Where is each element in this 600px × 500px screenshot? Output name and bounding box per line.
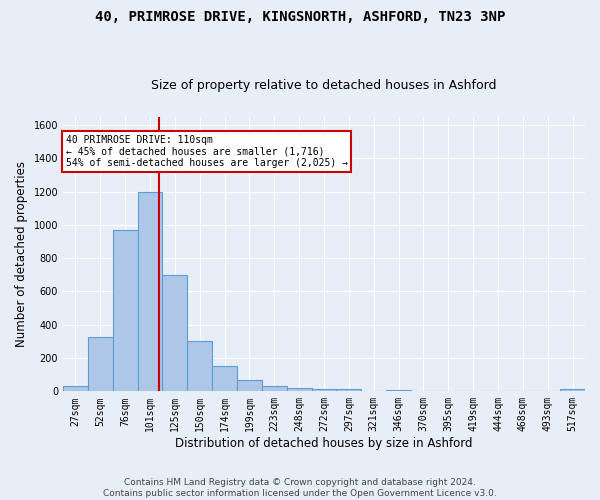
Bar xyxy=(337,389,361,392)
Title: Size of property relative to detached houses in Ashford: Size of property relative to detached ho… xyxy=(151,79,497,92)
Bar xyxy=(386,390,411,392)
Text: 40 PRIMROSE DRIVE: 110sqm
← 45% of detached houses are smaller (1,716)
54% of se: 40 PRIMROSE DRIVE: 110sqm ← 45% of detac… xyxy=(65,135,347,168)
X-axis label: Distribution of detached houses by size in Ashford: Distribution of detached houses by size … xyxy=(175,437,473,450)
Text: 40, PRIMROSE DRIVE, KINGSNORTH, ASHFORD, TN23 3NP: 40, PRIMROSE DRIVE, KINGSNORTH, ASHFORD,… xyxy=(95,10,505,24)
Bar xyxy=(311,389,337,392)
Bar xyxy=(262,386,287,392)
Bar xyxy=(237,380,262,392)
Bar xyxy=(187,340,212,392)
Bar xyxy=(287,388,311,392)
Bar xyxy=(212,366,237,392)
Text: Contains HM Land Registry data © Crown copyright and database right 2024.
Contai: Contains HM Land Registry data © Crown c… xyxy=(103,478,497,498)
Bar xyxy=(137,192,163,392)
Bar xyxy=(88,338,113,392)
Y-axis label: Number of detached properties: Number of detached properties xyxy=(15,161,28,347)
Bar xyxy=(113,230,137,392)
Bar xyxy=(560,389,585,392)
Bar xyxy=(63,386,88,392)
Bar xyxy=(163,275,187,392)
